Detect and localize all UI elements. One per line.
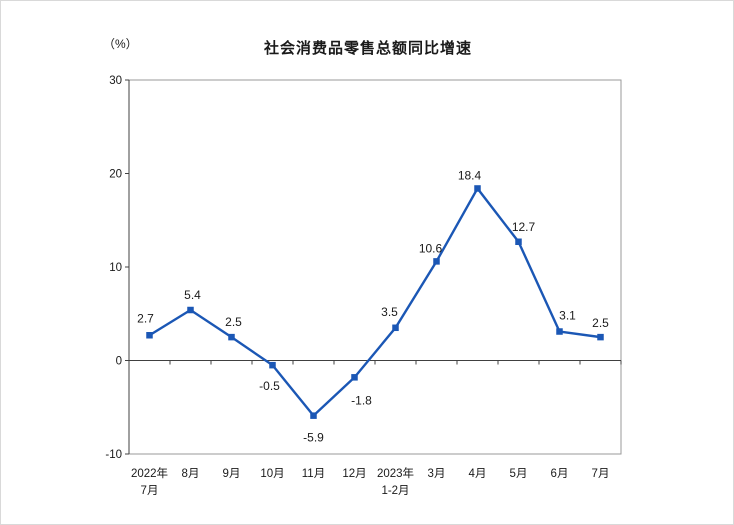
data-point-label: 3.5 — [381, 305, 398, 319]
x-axis-category-label: 7月 — [141, 485, 159, 497]
data-point-marker — [556, 328, 563, 335]
data-point-label: 2.5 — [592, 316, 609, 330]
data-line-series — [148, 186, 601, 418]
data-point-label: 18.4 — [458, 168, 482, 182]
x-axis-category-label: 1-2月 — [381, 485, 409, 497]
data-point-marker — [187, 306, 194, 314]
data-point-label: 5.4 — [184, 288, 201, 302]
y-axis-unit-label: （%） — [103, 37, 138, 51]
data-point-marker — [146, 332, 153, 339]
data-point-marker — [597, 333, 604, 341]
data-point-label: 2.7 — [137, 311, 154, 325]
y-axis-tick-label: -10 — [105, 449, 122, 461]
data-point-label: -0.5 — [259, 379, 280, 393]
data-point-marker — [269, 361, 276, 369]
plot-frame — [128, 79, 622, 455]
x-axis-category-label: 4月 — [469, 468, 487, 480]
x-axis-category-label: 8月 — [182, 468, 200, 480]
x-axis-category-label: 7月 — [592, 468, 610, 480]
data-point-marker — [433, 258, 440, 265]
chart-title: 社会消费品零售总额同比增速 — [263, 40, 472, 57]
data-point-marker — [310, 412, 317, 419]
x-axis-category-label: 2023年 — [377, 466, 414, 480]
y-axis-tick-label: 20 — [109, 169, 122, 181]
x-axis-category-label: 12月 — [342, 468, 366, 480]
x-axis-category-label: 9月 — [223, 468, 241, 480]
data-point-label: 2.5 — [225, 315, 242, 329]
data-point-marker — [474, 185, 481, 192]
x-axis-category-label: 2022年 — [131, 466, 168, 480]
x-axis-category-label: 6月 — [551, 468, 569, 480]
x-axis-category-label: 3月 — [428, 468, 446, 480]
data-point-marker — [351, 374, 358, 381]
data-point-label: 3.1 — [559, 309, 576, 323]
data-point-label: 12.7 — [512, 220, 536, 234]
y-axis-tick-label: 10 — [109, 262, 122, 274]
data-point-label: 10.6 — [419, 241, 443, 255]
data-point-label: -5.9 — [303, 431, 324, 445]
data-point-marker — [228, 333, 235, 341]
y-axis-tick-label: 0 — [116, 356, 122, 368]
x-axis-category-label: 5月 — [510, 468, 528, 480]
data-point-marker — [515, 238, 522, 246]
x-axis-category-label: 11月 — [302, 468, 325, 480]
y-axis-tick-label: 30 — [109, 75, 122, 87]
data-point-label: -1.8 — [351, 393, 372, 407]
x-axis-category-label: 10月 — [260, 468, 284, 480]
data-point-marker — [392, 324, 399, 332]
